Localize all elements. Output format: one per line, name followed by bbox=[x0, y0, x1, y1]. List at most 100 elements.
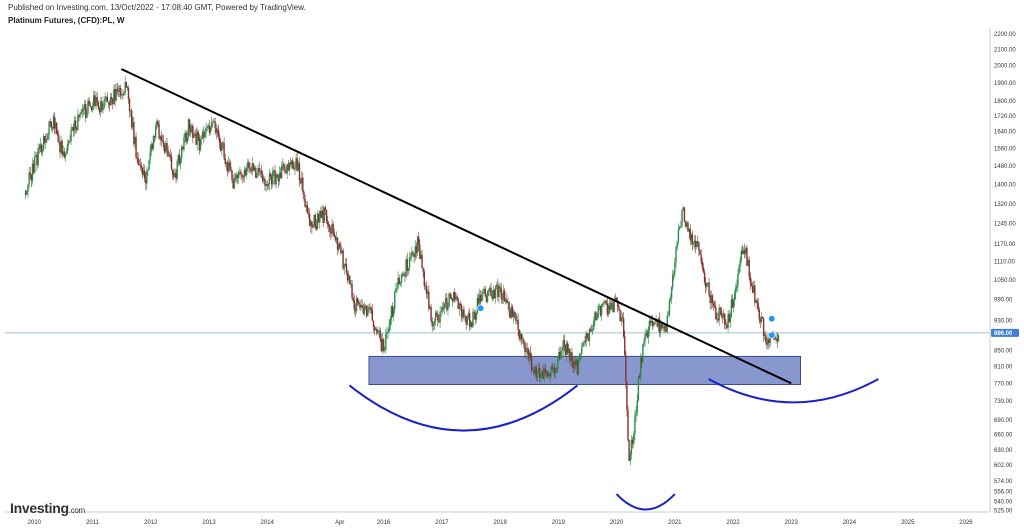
candle-body bbox=[603, 301, 605, 304]
x-tick-label: 2011 bbox=[86, 520, 100, 526]
candle-body bbox=[710, 295, 713, 304]
candle-body bbox=[194, 133, 196, 135]
candle-body bbox=[760, 317, 763, 322]
candle-body bbox=[133, 122, 135, 144]
candle-body bbox=[462, 309, 464, 318]
y-tick-label: 1480.00 bbox=[994, 164, 1016, 170]
candle-body bbox=[724, 313, 726, 325]
candle-body bbox=[740, 250, 743, 261]
candle-body bbox=[45, 139, 47, 143]
last-price-label: 896.00 bbox=[994, 331, 1013, 337]
candle-body bbox=[431, 320, 433, 327]
candle-body bbox=[523, 339, 525, 344]
candle-body bbox=[577, 359, 580, 375]
candle-body bbox=[222, 142, 224, 144]
candle-body bbox=[629, 454, 631, 461]
candle-body bbox=[706, 283, 708, 288]
candle-body bbox=[755, 300, 757, 303]
candle-body bbox=[476, 297, 479, 313]
candle-body bbox=[34, 156, 36, 173]
candle-body bbox=[227, 162, 230, 172]
y-tick-label: 1640.00 bbox=[994, 130, 1016, 136]
candle-body bbox=[321, 210, 323, 218]
candle-body bbox=[630, 439, 633, 455]
candle-body bbox=[140, 165, 143, 168]
candle-body bbox=[721, 316, 724, 318]
candle-body bbox=[474, 312, 476, 320]
candle-body bbox=[143, 170, 146, 179]
candle-body bbox=[332, 224, 334, 233]
candle-body bbox=[316, 213, 319, 230]
candle-body bbox=[759, 319, 762, 322]
candle-body bbox=[42, 136, 45, 150]
candle-body bbox=[649, 320, 652, 323]
candle-body bbox=[694, 240, 697, 248]
candle-body bbox=[242, 176, 244, 178]
candle-body bbox=[233, 178, 235, 189]
candle-body bbox=[132, 122, 134, 128]
candle-body bbox=[224, 158, 226, 165]
candle-body bbox=[381, 339, 384, 352]
candle-body bbox=[100, 101, 102, 113]
candle-body bbox=[537, 367, 540, 373]
candle-body bbox=[765, 334, 767, 342]
candle-body bbox=[269, 173, 272, 177]
candle-body bbox=[538, 367, 541, 378]
candle-body bbox=[490, 287, 492, 296]
candle-body bbox=[72, 127, 75, 131]
candle-body bbox=[484, 288, 486, 297]
candle-body bbox=[561, 349, 563, 351]
candle-body bbox=[581, 346, 583, 354]
chart-title: Platinum Futures, (CFD):PL, W bbox=[8, 16, 125, 25]
candle-body bbox=[287, 163, 290, 171]
candle-body bbox=[251, 163, 254, 172]
candle-body bbox=[136, 157, 138, 158]
candle-body bbox=[508, 302, 510, 312]
y-tick-label: 730.00 bbox=[994, 399, 1013, 405]
candle-body bbox=[76, 128, 78, 131]
candle-body bbox=[170, 156, 173, 170]
candle-body bbox=[87, 100, 89, 114]
candle-body bbox=[558, 352, 560, 361]
candle-body bbox=[49, 121, 51, 122]
candle-body bbox=[668, 300, 671, 315]
candle-body bbox=[640, 357, 642, 378]
candle-body bbox=[363, 306, 366, 314]
candle-body bbox=[530, 357, 533, 371]
candle-body bbox=[122, 94, 124, 96]
candle-body bbox=[750, 283, 753, 286]
candle-body bbox=[304, 199, 306, 207]
candle-body bbox=[113, 89, 115, 104]
y-tick-label: 630.00 bbox=[994, 448, 1013, 454]
candle-body bbox=[74, 120, 77, 129]
candle-body bbox=[777, 335, 780, 342]
candle-body bbox=[730, 299, 733, 318]
candle-body bbox=[186, 136, 189, 142]
candle-body bbox=[614, 297, 617, 301]
candle-body bbox=[270, 176, 273, 185]
candle-body bbox=[600, 303, 603, 316]
candle-body bbox=[221, 142, 223, 151]
candle-body bbox=[293, 168, 295, 170]
candle-body bbox=[502, 290, 505, 300]
candle-body bbox=[463, 309, 465, 316]
candle-body bbox=[344, 263, 347, 267]
candle-body bbox=[322, 210, 324, 224]
candle-body bbox=[275, 174, 277, 185]
candle-body bbox=[335, 237, 338, 241]
candle-body bbox=[681, 210, 683, 227]
candle-body bbox=[146, 170, 148, 184]
candle-body bbox=[467, 313, 470, 319]
candle-body bbox=[171, 169, 174, 175]
candle-body bbox=[635, 412, 637, 416]
candle-body bbox=[492, 289, 494, 299]
candle-body bbox=[151, 144, 154, 149]
candle-body bbox=[296, 158, 298, 171]
candle-body bbox=[292, 160, 294, 169]
candle-body bbox=[691, 234, 694, 245]
candle-body bbox=[684, 221, 687, 227]
candle-body bbox=[654, 321, 656, 325]
candle-body bbox=[279, 172, 282, 179]
candle-body bbox=[769, 338, 771, 343]
